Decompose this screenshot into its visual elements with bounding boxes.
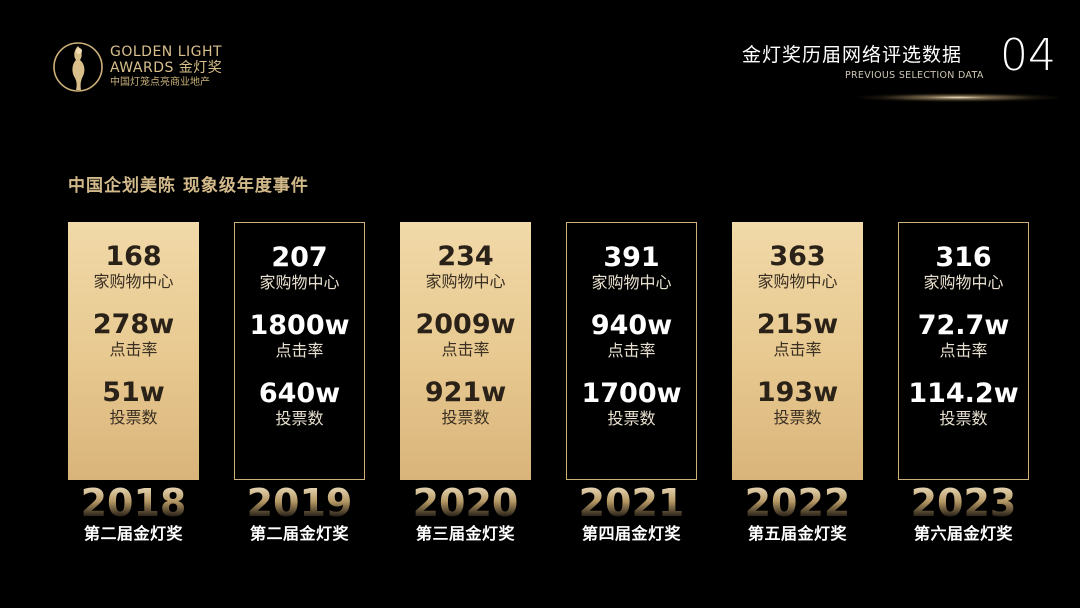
year-card-2022: 363 家购物中心 215w 点击率 193w 投票数 [732, 222, 863, 480]
edition-label: 第四届金灯奖 [581, 524, 681, 543]
click-count: 278w [92, 309, 175, 340]
edition-label: 第三届金灯奖 [415, 524, 515, 543]
trophy-figure-icon [53, 42, 103, 92]
click-count-label: 点击率 [939, 341, 988, 360]
yearly-stats-cards: 168 家购物中心 278w 点击率 51w 投票数 2018 第二届金灯奖 207 家购物中心 1… [68, 222, 1034, 543]
mall-count-label: 家购物中心 [259, 273, 340, 292]
section-heading: 中国企划美陈 现象级年度事件 [68, 176, 309, 196]
click-count-label: 点击率 [441, 340, 490, 359]
click-count: 2009w [415, 309, 516, 340]
year-card-2021: 391 家购物中心 940w 点击率 1700w 投票数 [566, 222, 697, 480]
click-count: 215w [756, 309, 839, 340]
vote-count-label: 投票数 [441, 408, 490, 427]
vote-count-label: 投票数 [109, 408, 158, 427]
year-label: 2022 [732, 484, 863, 522]
mall-count: 391 [603, 242, 660, 273]
mall-count-label: 家购物中心 [591, 273, 672, 292]
mall-count-label: 家购物中心 [923, 273, 1004, 292]
click-count: 1800w [249, 310, 350, 341]
logo-title-line1: GOLDEN LIGHT [110, 44, 223, 60]
click-count: 72.7w [917, 310, 1010, 341]
year-card-2018: 168 家购物中心 278w 点击率 51w 投票数 [68, 222, 199, 480]
mall-count-label: 家购物中心 [425, 272, 506, 291]
golden-light-logo: GOLDEN LIGHT AWARDS 金灯奖 中国灯笼点亮商业地产 [52, 38, 252, 96]
click-count-label: 点击率 [773, 340, 822, 359]
click-count-label: 点击率 [607, 341, 656, 360]
vote-count: 1700w [581, 378, 682, 409]
logo-tagline: 中国灯笼点亮商业地产 [110, 77, 210, 88]
page-number: 04 [1000, 30, 1056, 81]
decorative-light-streak [858, 93, 1058, 102]
year-label: 2021 [566, 484, 697, 522]
click-count-label: 点击率 [275, 341, 324, 360]
click-count: 940w [590, 310, 673, 341]
year-label: 2020 [400, 484, 531, 522]
vote-count: 51w [102, 377, 165, 408]
mall-count: 363 [769, 241, 826, 272]
mall-count-label: 家购物中心 [757, 272, 838, 291]
edition-label: 第五届金灯奖 [747, 524, 847, 543]
year-label: 2018 [68, 484, 199, 522]
vote-count-label: 投票数 [773, 408, 822, 427]
page-subtitle-en: PREVIOUS SELECTION DATA [845, 70, 984, 81]
logo-title-line2: AWARDS 金灯奖 [110, 60, 223, 76]
mall-count: 316 [935, 242, 992, 273]
vote-count: 193w [756, 377, 839, 408]
year-label: 2019 [234, 484, 365, 522]
year-label: 2023 [898, 484, 1029, 522]
year-card-2023: 316 家购物中心 72.7w 点击率 114.2w 投票数 [898, 222, 1029, 480]
edition-label: 第二届金灯奖 [249, 524, 349, 543]
vote-count-label: 投票数 [275, 409, 324, 428]
year-card-2020: 234 家购物中心 2009w 点击率 921w 投票数 [400, 222, 531, 480]
vote-count: 114.2w [908, 378, 1019, 409]
vote-count-label: 投票数 [939, 409, 988, 428]
edition-label: 第二届金灯奖 [83, 524, 183, 543]
vote-count-label: 投票数 [607, 409, 656, 428]
year-card-2019: 207 家购物中心 1800w 点击率 640w 投票数 [234, 222, 365, 480]
mall-count-label: 家购物中心 [93, 272, 174, 291]
vote-count: 640w [258, 378, 341, 409]
mall-count: 234 [437, 241, 494, 272]
mall-count: 207 [271, 242, 328, 273]
page-title: 金灯奖历届网络评选数据 [742, 44, 963, 66]
edition-label: 第六届金灯奖 [913, 524, 1013, 543]
mall-count: 168 [105, 241, 162, 272]
vote-count: 921w [424, 377, 507, 408]
click-count-label: 点击率 [109, 340, 158, 359]
